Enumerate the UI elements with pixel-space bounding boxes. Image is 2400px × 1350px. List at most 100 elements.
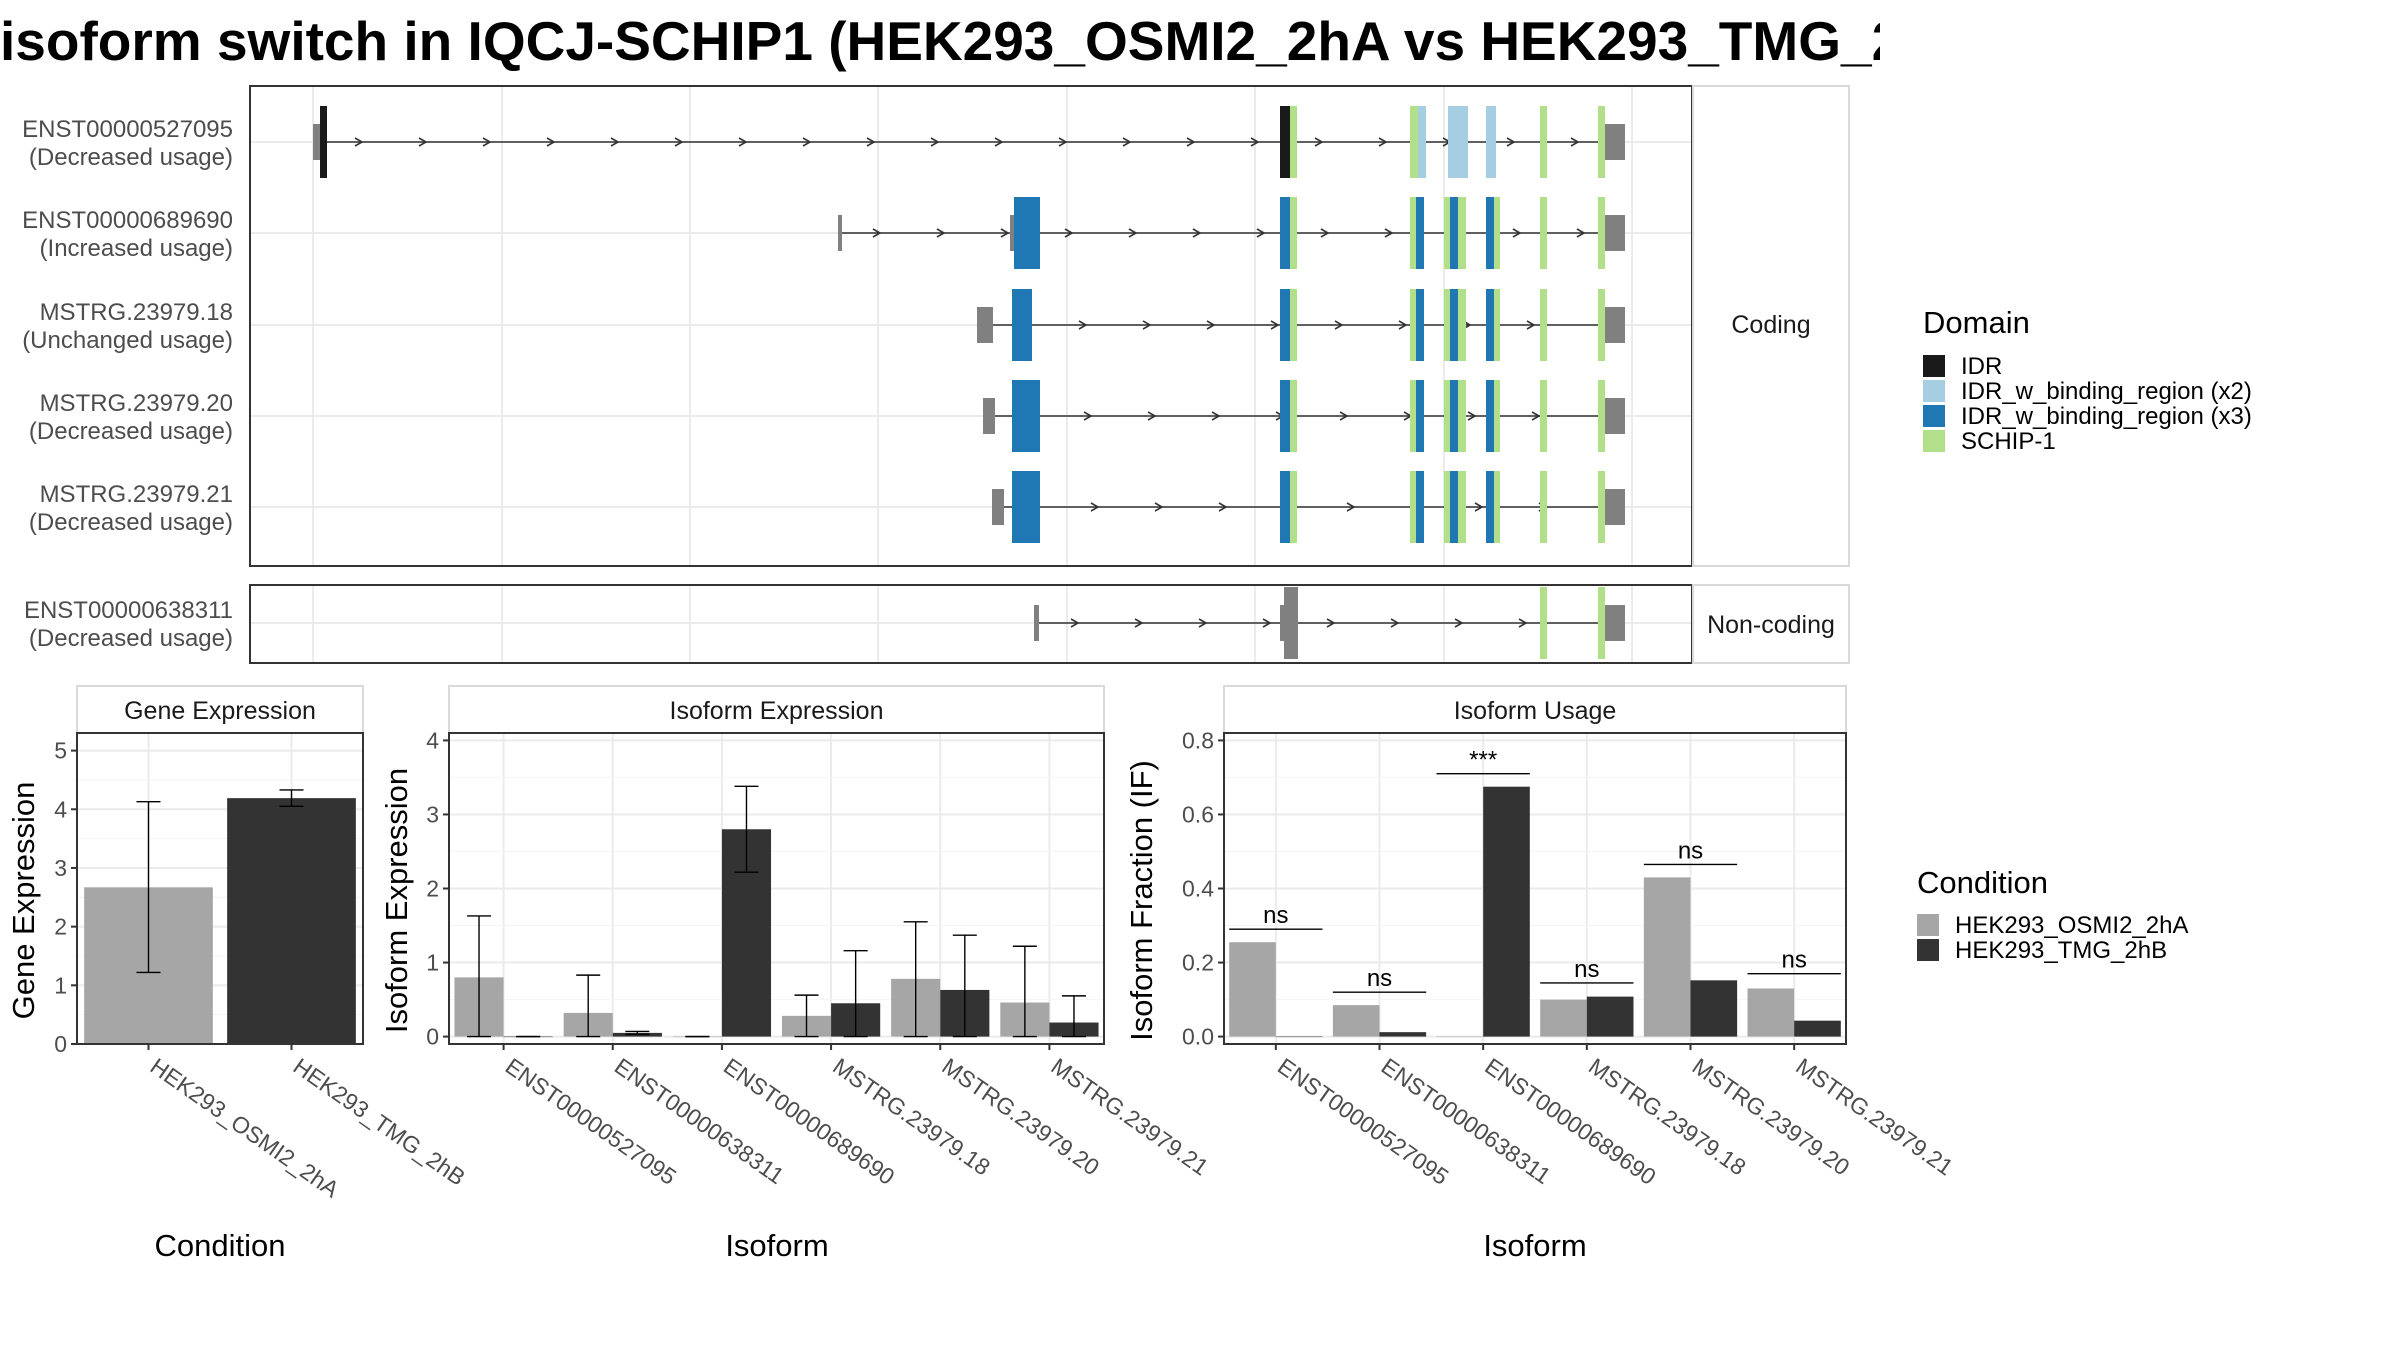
y-tick-label: 0.2 (1182, 950, 1214, 976)
schip1-exon (1598, 106, 1605, 178)
schip1-exon (1290, 471, 1297, 543)
strand-arrow (354, 137, 364, 147)
binding-region-x3-exon (1450, 289, 1458, 361)
utr-exon (838, 215, 842, 251)
y-tick-label: 0.6 (1182, 801, 1214, 827)
panel-border (448, 732, 1105, 1045)
panel-title: Gene Expression (124, 697, 316, 725)
binding-region-x3-exon (1416, 289, 1424, 361)
binding-region-x3-exon (1012, 289, 1032, 361)
strand-arrow (1000, 228, 1010, 238)
strand-arrow (1128, 228, 1138, 238)
binding-region-x3-exon (1416, 471, 1424, 543)
utr-exon (1605, 215, 1625, 251)
y-axis-title: Gene Expression (6, 782, 41, 1020)
binding-region-x3-exon (1280, 197, 1290, 269)
bar (1332, 1005, 1380, 1037)
schip1-exon (1494, 289, 1500, 361)
transcript-usage-label: (Decreased usage) (29, 144, 233, 171)
schip1-exon (1540, 106, 1547, 178)
utr-exon (977, 307, 993, 343)
panel-strip (1223, 685, 1847, 734)
strand-arrow (1339, 411, 1349, 421)
strand-arrow (930, 137, 940, 147)
panel-strip (76, 685, 364, 734)
bar (1275, 1036, 1323, 1038)
transcript-usage-label: (Decreased usage) (29, 418, 233, 445)
strand-arrow (1198, 618, 1208, 628)
strand-arrow (1398, 320, 1408, 330)
strand-arrow (936, 228, 946, 238)
schip1-exon (1458, 471, 1466, 543)
strand-arrow (1090, 502, 1100, 512)
legend-domain-key (1923, 355, 1945, 377)
schip1-exon (1598, 471, 1605, 543)
y-tick-label: 3 (426, 801, 439, 827)
strand-arrow (1314, 137, 1324, 147)
binding-region-x3-exon (1280, 380, 1290, 452)
x-tick-label: ENST00000527095 (1273, 1053, 1453, 1190)
strand-arrow (738, 137, 748, 147)
schip1-exon (1598, 380, 1605, 452)
x-axis-title: Condition (155, 1228, 286, 1263)
schip1-exon (1540, 587, 1547, 659)
y-axis-title: Isoform Fraction (IF) (1124, 760, 1159, 1041)
utr-exon (1605, 605, 1625, 641)
panel-border (1223, 732, 1847, 1045)
schip1-exon (1410, 197, 1416, 269)
strand-arrow (1518, 618, 1528, 628)
transcript-id-label: MSTRG.23979.21 (40, 481, 233, 508)
binding-region-x3-exon (1486, 471, 1494, 543)
facet-strip-noncoding (1692, 584, 1850, 664)
strand-arrow (1390, 618, 1400, 628)
strand-arrow (994, 137, 1004, 147)
binding-region-x3-exon (1280, 289, 1290, 361)
strand-arrow (1320, 228, 1330, 238)
panel-border (76, 732, 364, 1045)
binding-region-x3-exon (1450, 380, 1458, 452)
strand-arrow (1186, 137, 1196, 147)
schip1-exon (1410, 471, 1416, 543)
y-tick-label: 5 (54, 738, 67, 764)
y-tick-label: 2 (54, 914, 67, 940)
bar (1747, 988, 1795, 1037)
panel-title: Isoform Expression (670, 697, 884, 725)
strand-arrow (1474, 502, 1484, 512)
binding-region-x3-exon (1014, 197, 1040, 269)
y-tick-label: 0 (426, 1024, 439, 1050)
schip1-exon (1410, 289, 1416, 361)
schip1-exon (1458, 289, 1466, 361)
binding-region-x3-exon (1486, 197, 1494, 269)
strand-arrow (1078, 320, 1088, 330)
y-tick-label: 2 (426, 876, 439, 902)
binding-region-x3-exon (1486, 289, 1494, 361)
utr-exon (983, 398, 995, 434)
strand-arrow (418, 137, 428, 147)
schip1-exon (1444, 471, 1450, 543)
y-tick-label: 0.0 (1182, 1024, 1214, 1050)
binding-region-x2-exon (1448, 106, 1468, 178)
binding-region-x3-exon (1450, 471, 1458, 543)
y-tick-label: 0.4 (1182, 876, 1214, 902)
utr-exon (1605, 398, 1625, 434)
strand-arrow (1142, 320, 1152, 330)
legend-condition-key (1917, 914, 1939, 936)
strand-arrow (482, 137, 492, 147)
schip1-exon (1540, 380, 1547, 452)
chart-2: Isoform Expression01234ENST00000527095EN… (379, 685, 1213, 1263)
schip1-exon (1410, 106, 1418, 178)
utr-exon (313, 124, 321, 160)
y-axis-title: Isoform Expression (379, 768, 414, 1033)
binding-region-x3-exon (1486, 380, 1494, 452)
strand-arrow (1506, 137, 1516, 147)
strand-arrow (866, 137, 876, 147)
y-tick-label: 4 (54, 796, 67, 822)
bar (1586, 996, 1634, 1037)
bar (1643, 877, 1691, 1037)
y-tick-label: 0 (54, 1031, 67, 1057)
utr-exon (1605, 489, 1625, 525)
schip1-exon (1458, 380, 1466, 452)
strand-arrow (1122, 137, 1132, 147)
transcript-id-label: ENST00000689690 (22, 207, 233, 234)
legend-domain-key (1923, 430, 1945, 452)
